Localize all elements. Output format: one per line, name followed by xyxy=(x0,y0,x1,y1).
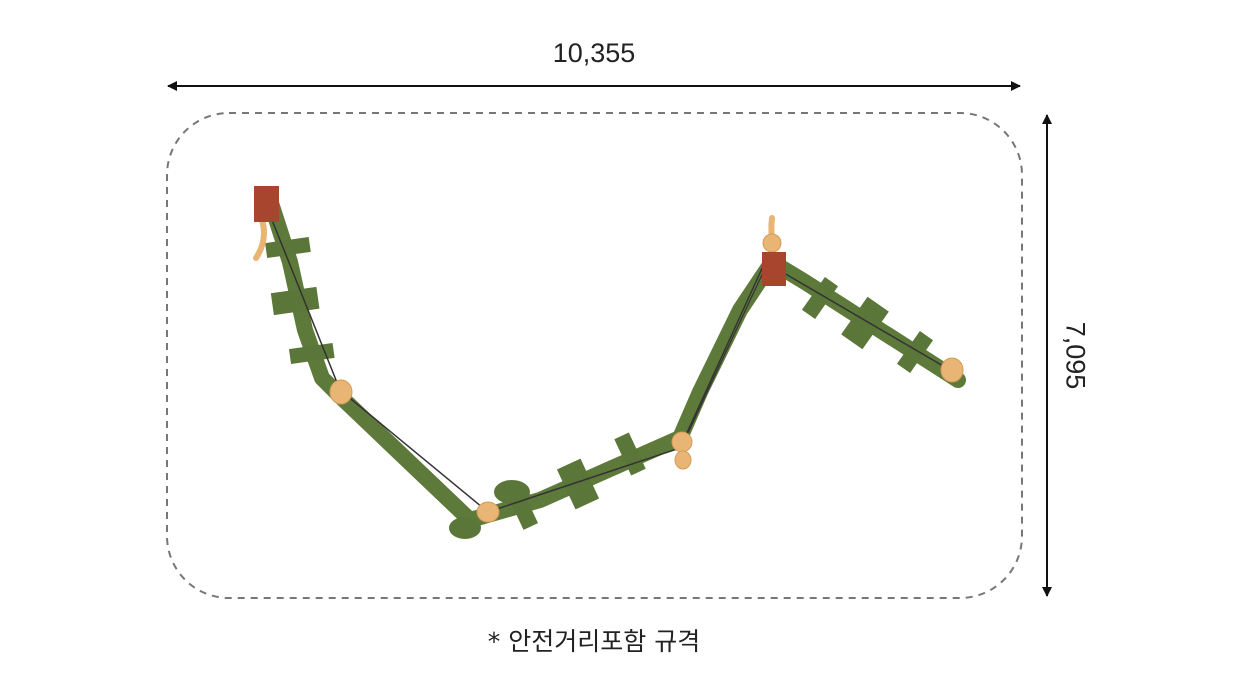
rope-line xyxy=(267,209,951,513)
rope-line xyxy=(679,261,769,451)
safety-zone-outline xyxy=(166,112,1023,599)
post-red-right xyxy=(762,252,786,286)
width-label: 10,355 xyxy=(552,38,636,68)
wood-posts xyxy=(329,233,964,523)
caption: * 안전거리포함 규격 xyxy=(487,627,701,656)
balance-beam-course xyxy=(253,186,966,539)
post-red-left xyxy=(254,186,279,222)
beam-main xyxy=(262,192,966,528)
cross-bars xyxy=(265,237,934,539)
height-label: 7,095 xyxy=(1060,321,1091,390)
rope-handle xyxy=(253,217,267,261)
